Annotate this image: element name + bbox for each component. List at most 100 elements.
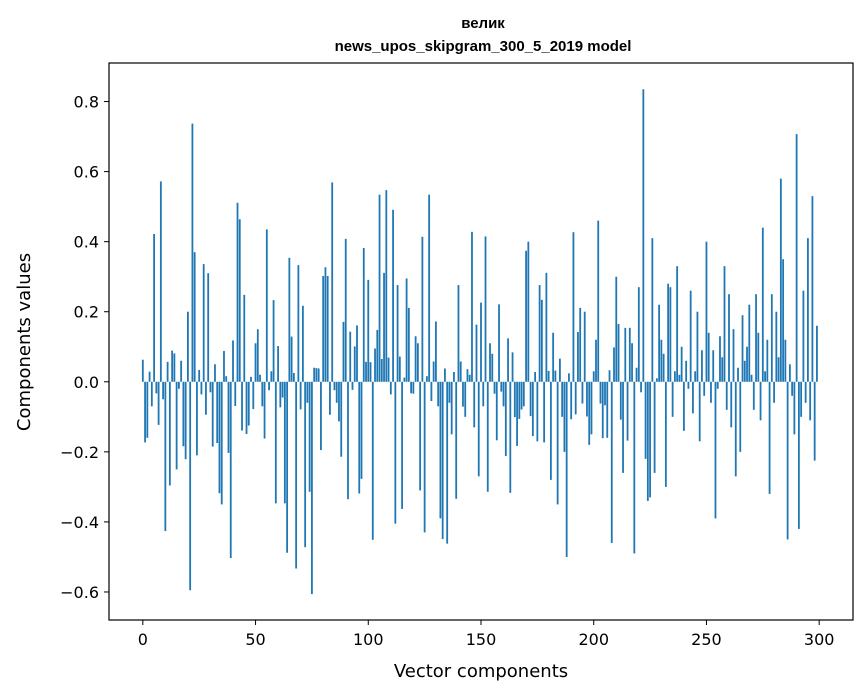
bar-197: [586, 381, 588, 417]
bar-125: [423, 381, 426, 533]
bar-90: [344, 238, 347, 382]
bar-42: [236, 202, 239, 382]
bar-191: [572, 232, 575, 382]
bar-73: [306, 381, 309, 403]
bar-284: [782, 259, 785, 382]
bar-270: [750, 374, 753, 382]
bar-167: [518, 381, 521, 419]
bar-71: [301, 305, 304, 382]
bar-84: [331, 182, 334, 382]
bar-83: [329, 381, 331, 415]
bar-131: [437, 381, 440, 407]
bar-299: [816, 325, 818, 382]
bar-2: [146, 381, 149, 438]
bar-216: [628, 327, 631, 382]
bar-252: [710, 381, 712, 403]
bar-212: [619, 381, 622, 420]
bar-255: [716, 381, 719, 389]
bar-271: [752, 381, 755, 410]
bar-220: [637, 287, 640, 382]
bar-62: [281, 381, 284, 398]
bar-101: [369, 362, 372, 382]
bar-44: [241, 381, 243, 431]
bar-107: [383, 272, 385, 382]
y-axis-label: Components values: [14, 253, 35, 431]
bar-226: [651, 238, 654, 382]
bar-173: [531, 381, 534, 437]
bar-231: [662, 353, 665, 382]
bar-201: [595, 339, 597, 382]
bar-202: [597, 220, 600, 382]
bar-182: [552, 332, 555, 382]
bar-196: [583, 311, 586, 382]
bar-185: [559, 358, 561, 382]
bar-276: [764, 371, 766, 382]
bar-93: [351, 381, 354, 390]
bar-47: [247, 381, 250, 426]
bar-141: [459, 361, 462, 382]
bar-50: [254, 343, 257, 382]
bar-248: [701, 350, 703, 382]
bar-26: [200, 381, 203, 395]
bar-66: [290, 336, 293, 382]
bar-166: [516, 381, 518, 446]
bar-116: [403, 377, 406, 382]
bar-22: [191, 123, 194, 382]
bar-214: [624, 327, 627, 382]
bar-46: [245, 381, 248, 434]
bar-278: [768, 381, 771, 494]
bar-177: [540, 299, 543, 382]
bar-32: [214, 364, 216, 382]
bar-36: [223, 350, 225, 382]
bar-4: [150, 381, 153, 407]
x-tick-label: 250: [691, 630, 722, 649]
bar-225: [649, 381, 651, 498]
bar-296: [809, 381, 812, 421]
bar-292: [800, 381, 803, 417]
bar-259: [725, 381, 728, 410]
bar-85: [333, 381, 336, 391]
y-tick-label: 0.6: [74, 163, 99, 182]
bar-213: [622, 381, 624, 473]
bar-75: [311, 381, 313, 595]
bar-190: [570, 381, 573, 420]
bar-215: [626, 381, 629, 441]
bar-179: [545, 272, 548, 382]
bar-20: [187, 311, 189, 382]
bar-205: [604, 381, 606, 406]
bar-208: [610, 381, 613, 543]
bar-250: [705, 241, 708, 382]
bar-143: [464, 381, 467, 417]
y-axis-ticks: −0.6 −0.4 −0.2 0.0 0.2 0.4 0.6 0.8: [60, 93, 109, 602]
bar-54: [263, 381, 266, 439]
bar-100: [367, 279, 370, 382]
bar-77: [315, 368, 318, 382]
bar-55: [265, 229, 268, 382]
bar-207: [608, 370, 611, 382]
bar-9: [162, 381, 165, 400]
bar-293: [802, 290, 805, 382]
bar-134: [444, 368, 446, 382]
bar-263: [734, 381, 737, 477]
bar-148: [475, 324, 478, 382]
x-tick-label: 100: [353, 630, 384, 649]
bar-254: [714, 381, 717, 519]
bar-33: [216, 381, 219, 444]
bar-281: [775, 311, 778, 382]
x-tick-label: 50: [245, 630, 265, 649]
bar-122: [416, 343, 419, 382]
bar-186: [561, 381, 564, 417]
bar-244: [692, 381, 694, 414]
bar-124: [421, 236, 424, 382]
bar-273: [757, 332, 760, 382]
bar-137: [450, 381, 453, 435]
bar-160: [502, 381, 505, 407]
bar-192: [574, 381, 577, 415]
bar-170: [525, 250, 527, 382]
bar-260: [728, 294, 730, 382]
bar-154: [489, 343, 491, 382]
bars-group: [141, 89, 818, 595]
bar-164: [511, 352, 514, 382]
bar-295: [807, 238, 809, 382]
bar-126: [425, 376, 428, 382]
